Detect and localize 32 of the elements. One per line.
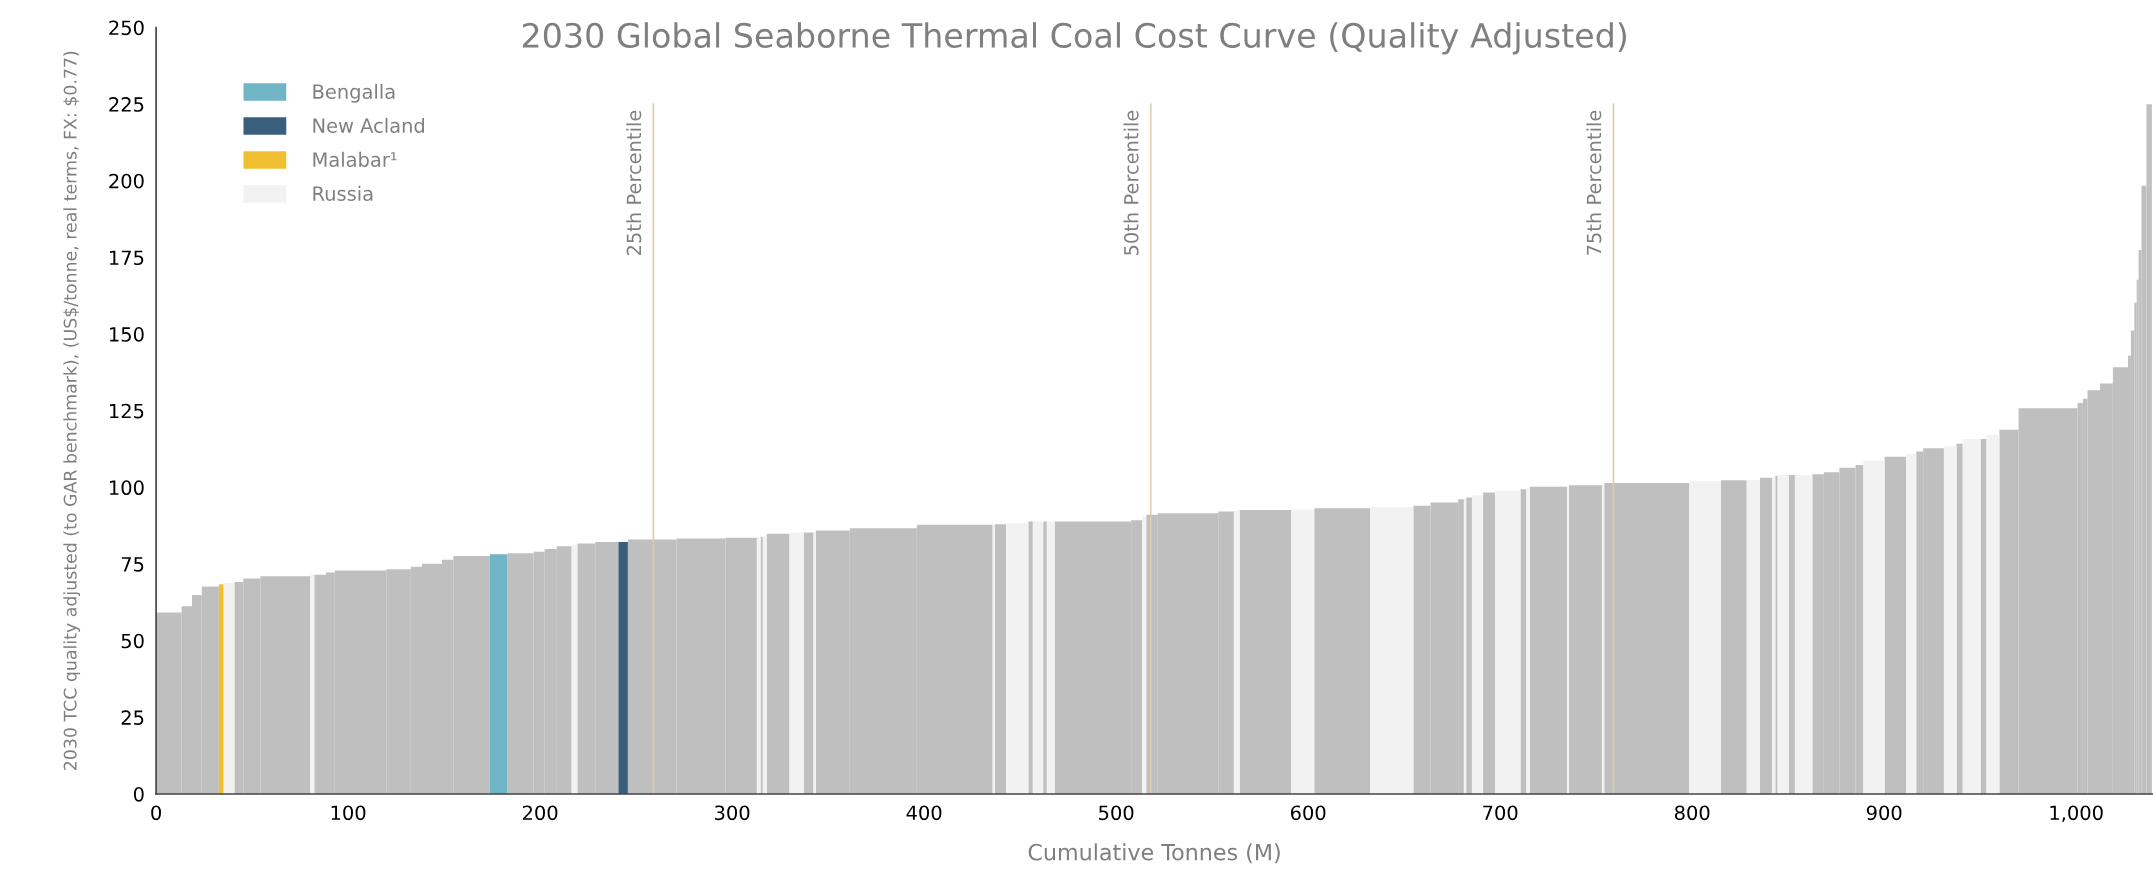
x-tick-label: 100 [331,805,366,821]
y-tick-label: 50 [121,633,144,649]
legend-label: New Acland [313,117,424,133]
ref-line-label: 50th Percentile [1123,110,1139,255]
x-axis-title: Cumulative Tonnes (M) [1028,843,1280,864]
x-tick-label: 300 [715,805,750,821]
y-tick-label: 25 [121,710,144,725]
legend-label: Russia [313,185,373,201]
legend-label: Bengalla [313,83,395,103]
y-tick-label: 200 [109,173,144,189]
x-tick-label: 700 [1483,805,1518,821]
x-tick-label: 900 [1866,805,1902,821]
x-tick-label: 500 [1099,805,1134,821]
x-tick-label: 0 [151,805,161,821]
y-tick-label: 150 [110,327,144,342]
y-tick-label: 125 [110,403,144,419]
ref-line-label: 75th Percentile [1586,110,1602,255]
y-axis-title: 2030 TCC quality adjusted (to GAR benchmark), (US$/tonne, real terms, FX: $0.77) [63,51,81,770]
x-tick-label: 400 [906,805,942,821]
y-tick-label: 75 [121,557,144,572]
y-tick-label: 225 [109,97,144,112]
ref-line-label: 25th Percentile [626,110,642,256]
x-tick-label: 1,000 [2050,805,2103,823]
x-tick-label: 600 [1290,805,1326,821]
y-tick-label: 250 [109,20,144,36]
x-tick-label: 200 [522,805,558,821]
legend-label: Malabar¹ [313,151,397,167]
x-tick-label: 800 [1674,805,1710,821]
chart-title: 2030 Global Seaborne Thermal Coal Cost Curve (Quality Adjusted) [522,22,1626,55]
y-tick-label: 175 [110,250,144,266]
y-tick-label: 100 [110,480,144,496]
y-tick-label: 0 [133,786,144,802]
